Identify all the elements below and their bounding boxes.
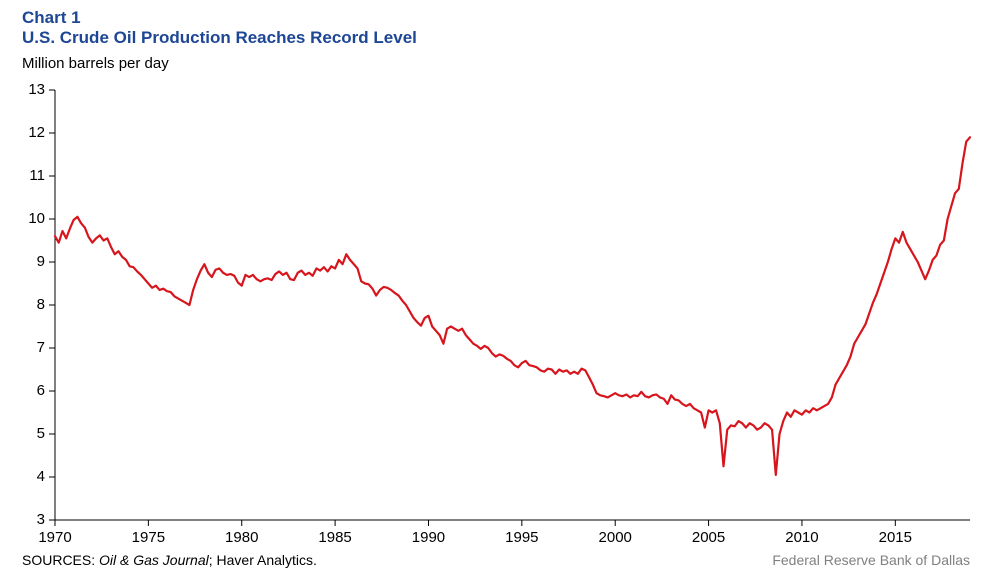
svg-text:1990: 1990 <box>412 529 445 546</box>
source-suffix: ; Haver Analytics. <box>209 552 317 568</box>
attribution: Federal Reserve Bank of Dallas <box>772 552 970 568</box>
svg-text:8: 8 <box>37 296 45 313</box>
svg-text:1970: 1970 <box>38 529 71 546</box>
svg-text:2000: 2000 <box>599 529 632 546</box>
svg-text:9: 9 <box>37 253 45 270</box>
source-italic: Oil & Gas Journal <box>99 552 209 568</box>
svg-text:5: 5 <box>37 425 45 442</box>
svg-text:2005: 2005 <box>692 529 725 546</box>
svg-text:13: 13 <box>28 81 45 98</box>
svg-text:1975: 1975 <box>132 529 165 546</box>
svg-text:2010: 2010 <box>785 529 818 546</box>
chart-container: Chart 1 U.S. Crude Oil Production Reache… <box>0 0 997 578</box>
svg-text:3: 3 <box>37 511 45 528</box>
svg-text:1980: 1980 <box>225 529 258 546</box>
source-note: SOURCES: Oil & Gas Journal; Haver Analyt… <box>22 552 317 568</box>
svg-text:7: 7 <box>37 339 45 356</box>
svg-text:1985: 1985 <box>318 529 351 546</box>
svg-text:6: 6 <box>37 382 45 399</box>
line-chart: 3 4 5 6 7 8 9 10 11 12 13 1970 1975 1980 1985 1990 1995 2… <box>0 0 997 578</box>
svg-text:11: 11 <box>29 167 45 184</box>
svg-text:10: 10 <box>28 210 45 227</box>
source-prefix: SOURCES: <box>22 552 99 568</box>
svg-text:1995: 1995 <box>505 529 538 546</box>
svg-text:2015: 2015 <box>879 529 912 546</box>
svg-text:12: 12 <box>28 124 45 141</box>
svg-text:4: 4 <box>37 468 45 485</box>
